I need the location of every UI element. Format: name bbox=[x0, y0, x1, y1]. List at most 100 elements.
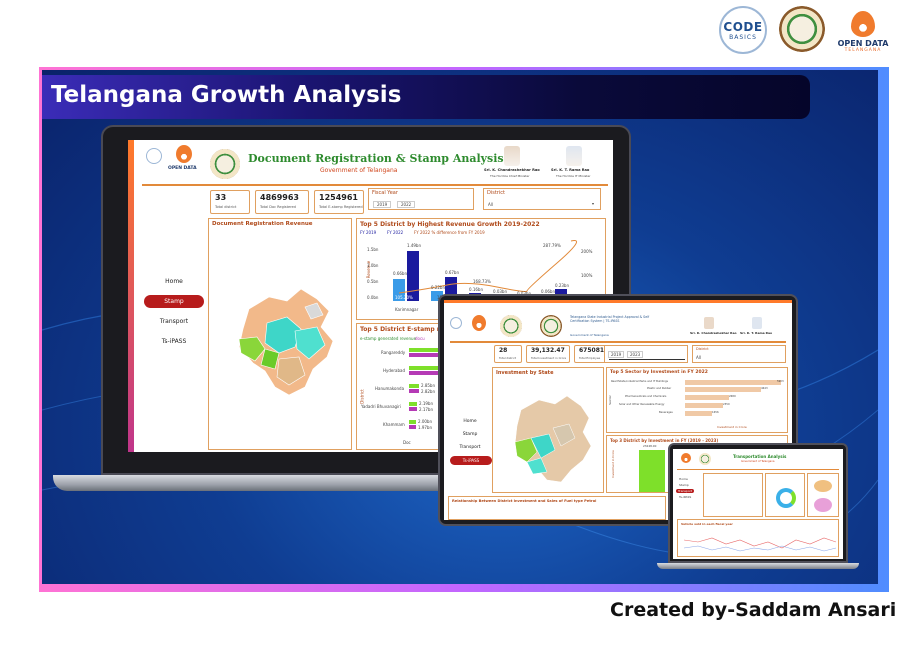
fiscal-year-from[interactable]: 2019 bbox=[373, 201, 392, 208]
leader-photo-2 bbox=[566, 146, 582, 166]
right-tick: 200% bbox=[581, 249, 593, 254]
nav-ts-ipass[interactable]: Ts-iPASS bbox=[161, 338, 187, 345]
open-data-flame-icon: OPEN DATA TELANGANA bbox=[836, 6, 890, 58]
y-tick-1: 1.5bn bbox=[367, 247, 379, 252]
credit-text: Created by-Saddam Ansari bbox=[610, 599, 897, 621]
district-label: Yadadri Bhuvanagiri bbox=[361, 404, 401, 409]
sector-investment-panel: Top 5 Sector by Investment in FY 2022 Se… bbox=[606, 367, 788, 433]
year-from[interactable]: 2019 bbox=[608, 351, 625, 358]
kpi-total-employee: 675081 Total Employee bbox=[574, 345, 608, 363]
fiscal-year-label: Fiscal Year bbox=[372, 190, 398, 196]
mini-subtitle: Government of Telangana bbox=[741, 460, 775, 463]
leader-name-2: Sri. K. T. Rama Rao bbox=[740, 331, 773, 335]
nav-ts-ipass[interactable]: Ts-iPASS bbox=[450, 456, 492, 465]
chevron-down-icon[interactable]: ▾ bbox=[592, 201, 595, 206]
nav-home[interactable]: Home bbox=[165, 278, 183, 285]
estamp-x-label: Doc bbox=[403, 440, 411, 445]
estamp-value: 2.19bn bbox=[419, 401, 433, 406]
laptop-screen-accent bbox=[128, 140, 134, 452]
kpi-total-estamp: 1254961 Total E-stamp Registered bbox=[314, 190, 364, 214]
codebasics-mini-logo-icon bbox=[146, 148, 162, 164]
bar-label: 0.23bn bbox=[555, 283, 569, 288]
pct-label: 105.20% bbox=[395, 295, 413, 300]
fuel-type-panel bbox=[765, 473, 805, 517]
pct-label: 287.79% bbox=[543, 243, 561, 248]
mini-title: Transportation Analysis bbox=[733, 454, 787, 459]
header-divider bbox=[677, 469, 839, 470]
district-filter[interactable]: District All ▾ bbox=[483, 188, 601, 210]
ts-ipass-seal-icon bbox=[779, 6, 825, 52]
sector-bar bbox=[685, 380, 781, 385]
vehicle-sold-line-chart bbox=[683, 537, 837, 552]
district-filter[interactable]: District All bbox=[692, 345, 786, 363]
header-divider bbox=[142, 184, 608, 186]
telangana-map[interactable] bbox=[209, 219, 353, 451]
open-data-mini-logo-icon bbox=[472, 315, 486, 331]
sector-bar bbox=[685, 395, 729, 400]
estamp-bar bbox=[409, 366, 441, 370]
year-to[interactable]: 2023 bbox=[627, 351, 644, 358]
leader-photo-1 bbox=[704, 317, 714, 329]
fiscal-year-filter[interactable]: Fiscal Year 2019 2022 bbox=[368, 188, 474, 210]
sector-value: 4643 bbox=[761, 387, 768, 390]
district-value[interactable]: All bbox=[696, 355, 701, 360]
estamp-value: 2.00bn bbox=[418, 419, 432, 424]
kpi-value: 1254961 bbox=[319, 193, 358, 202]
district-y-label: Investment in Crore bbox=[610, 450, 615, 478]
telangana-emblem-icon bbox=[500, 315, 522, 337]
sector-bar bbox=[685, 403, 723, 408]
mini-laptop-screen: Transportation Analysis Government of Te… bbox=[673, 449, 843, 559]
estamp-bar bbox=[409, 407, 417, 411]
nav-transport[interactable]: Transport bbox=[676, 489, 695, 493]
revenue-bar bbox=[393, 279, 405, 301]
codebasics-mini-logo-icon bbox=[450, 317, 462, 329]
leader-name-2: Sri. K. T. Rama Rao bbox=[551, 168, 590, 172]
bar-label: 0.66bn bbox=[393, 271, 407, 276]
district-value[interactable]: All bbox=[488, 202, 493, 207]
nav-transport[interactable]: Transport bbox=[459, 445, 481, 450]
investment-map[interactable] bbox=[493, 368, 605, 494]
sector-x-label: Investment in Crore bbox=[717, 425, 747, 429]
district-chart-title: Top 3 District by Investment in FY (2019… bbox=[610, 438, 719, 443]
y-tick-3: 0.5bn bbox=[367, 279, 379, 284]
codebasics-logo-icon: CODE BASICS bbox=[719, 6, 767, 54]
mini-laptop-base bbox=[657, 563, 859, 569]
nav-ts-ipass[interactable]: Ts-iPASS bbox=[679, 495, 692, 499]
dashboard-title: Document Registration & Stamp Analysis bbox=[248, 152, 504, 165]
fiscal-year-to[interactable]: 2022 bbox=[397, 201, 416, 208]
year-filter[interactable]: 2019 2023 bbox=[604, 345, 688, 363]
kpi-value: 33 bbox=[215, 193, 227, 202]
vehicle-category-panel bbox=[703, 473, 763, 517]
nav-stamp[interactable]: Stamp bbox=[462, 432, 478, 437]
title-bar bbox=[42, 75, 810, 119]
estamp-bar bbox=[409, 371, 441, 375]
relationship-panel-1: Relationship Between District Investment… bbox=[448, 496, 666, 520]
district-label: Rangareddy bbox=[381, 350, 406, 355]
investment-map-title: Investment by State bbox=[496, 370, 554, 376]
bar-label: 0.03bn bbox=[493, 289, 507, 294]
estamp-bar bbox=[409, 402, 417, 406]
bar-label: 0.03bn bbox=[517, 291, 531, 296]
sector-name: Pharmaceuticals and Chemicals bbox=[625, 395, 667, 398]
open-data-mini-logo-icon bbox=[176, 145, 192, 163]
tablet-header: Telangana State Industrial Project Appro… bbox=[570, 315, 650, 323]
nav-home[interactable]: Home bbox=[463, 419, 477, 424]
sector-value: 1656 bbox=[712, 411, 719, 414]
nav-stamp[interactable]: Stamp bbox=[144, 295, 204, 308]
estamp-value: 1.97bn bbox=[418, 425, 432, 430]
revenue-legend-2: FY 2022 bbox=[387, 230, 404, 235]
sector-name: Solar and Other Renewable Energy bbox=[619, 403, 665, 406]
estamp-chart-title: Top 5 District E-stamp rev bbox=[360, 326, 448, 333]
estamp-legend-2: docu bbox=[415, 336, 425, 341]
sector-y-label: Sector bbox=[607, 395, 612, 405]
nav-transport[interactable]: Transport bbox=[159, 318, 189, 325]
relationship-title-1: Relationship Between District Investment… bbox=[452, 499, 597, 503]
estamp-bar bbox=[409, 420, 416, 424]
nav-stamp[interactable]: Stamp bbox=[679, 483, 689, 487]
nav-home[interactable]: Home bbox=[679, 477, 688, 481]
year-slider[interactable] bbox=[609, 359, 685, 360]
y-tick-4: 0.0bn bbox=[367, 295, 379, 300]
pie-chart bbox=[814, 498, 832, 512]
investment-map-panel: Investment by State bbox=[492, 367, 604, 493]
leader-name-1: Sri. K. Chandrashekhar Rao bbox=[690, 331, 737, 335]
